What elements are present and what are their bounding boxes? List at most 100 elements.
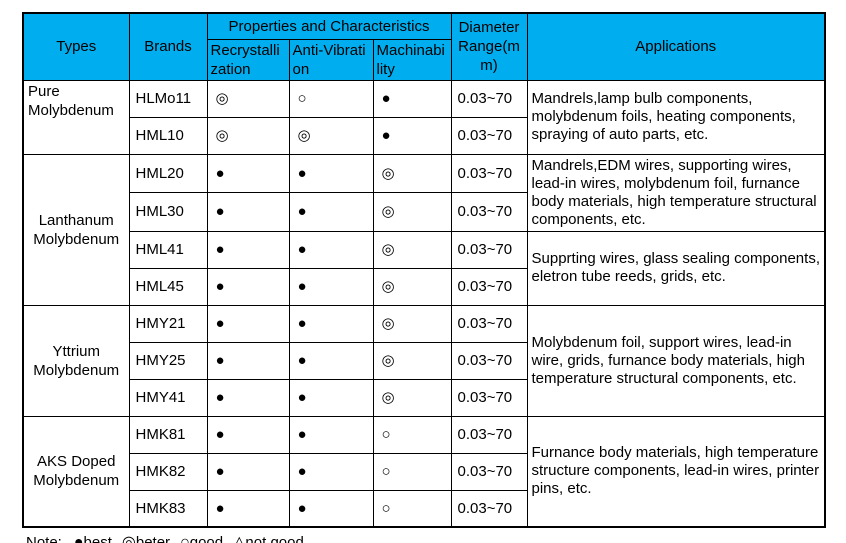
recrystallization-rating: ● [206,230,290,269]
diameter-cell: 0.03~70 [450,79,528,118]
anti-vibration-rating: ● [288,267,374,306]
recrystallization-rating: ● [206,415,290,454]
table-row: HML41 ● ● ◎ 0.03~70 Supprting wires, gla… [23,230,826,306]
anti-vibration-rating: ● [288,489,374,528]
type-group-cell: AKS Doped Molybdenum [22,415,130,528]
col-header-applications: Applications [526,12,826,81]
brand-cell: HMK83 [128,489,208,528]
table-row: HMY25 ● ● ◎ 0.03~70 [23,341,825,380]
col-header-recrystallization: Recrystallization [206,38,290,81]
col-header-diameter-range: Diameter Range(mm) [450,12,528,81]
machinability-rating: ◎ [372,153,452,193]
table-row: Lanthanum Molybdenum HML20 ● ● ◎ 0.03~70… [22,153,826,306]
type-group-cell: Lanthanum Molybdenum [22,153,130,306]
diameter-cell: 0.03~70 [450,489,528,528]
brand-cell: HLMo11 [128,79,208,118]
type-group-cell: Yttrium Molybdenum [22,304,130,417]
anti-vibration-rating: ● [288,304,374,343]
machinability-rating: ● [372,79,452,118]
diameter-cell: 0.03~70 [450,153,528,193]
machinability-rating: ◎ [372,341,452,380]
brand-cell: HML41 [128,230,208,269]
applications-cell: Mandrels,lamp bulb components, molybdenu… [526,79,826,155]
legend-item-label: good [189,534,224,543]
anti-vibration-rating: ● [288,452,374,491]
diameter-cell: 0.03~70 [450,267,528,306]
diameter-cell: 0.03~70 [450,378,528,417]
anti-vibration-rating: ● [288,415,374,454]
brand-cell: HML30 [128,192,208,232]
table-row: HMK83 ● ● ○ 0.03~70 [23,489,825,528]
applications-cell: Mandrels,EDM wires, supporting wires, le… [526,153,826,232]
legend-item-best: ●best [74,534,112,543]
machinability-rating: ○ [372,415,452,454]
applications-cell: Molybdenum foil, support wires, lead-in … [526,304,826,417]
col-header-brands: Brands [128,12,208,81]
diameter-cell: 0.03~70 [450,341,528,380]
brand-cell: HMY21 [128,304,208,343]
diameter-cell: 0.03~70 [450,116,528,155]
molybdenum-products-table: Types Brands Properties and Characterist… [22,12,826,528]
brand-cell: HMK82 [128,452,208,491]
table-row: HML10 ◎ ◎ ● 0.03~70 [23,116,825,155]
bullseye-circle-icon: ◎ [121,534,136,543]
diameter-cell: 0.03~70 [450,304,528,343]
legend-item-beter: ◎beter [122,534,170,543]
recrystallization-rating: ● [206,153,290,193]
legend-item-label: beter [135,534,171,543]
recrystallization-rating: ◎ [206,79,290,118]
machinability-rating: ◎ [372,304,452,343]
recrystallization-rating: ● [206,452,290,491]
anti-vibration-rating: ● [288,230,374,269]
open-circle-icon: ○ [180,534,190,543]
filled-circle-icon: ● [73,534,84,543]
diameter-cell: 0.03~70 [450,230,528,269]
machinability-rating: ○ [372,452,452,491]
legend-note: Note: ●best ◎beter ○good △not good [26,532,846,543]
col-header-types: Types [22,12,130,81]
recrystallization-rating: ● [206,489,290,528]
col-header-properties-group: Properties and Characteristics [206,12,452,40]
header-row-2: Recrystallization Anti-Vibration Machina… [23,38,825,81]
diameter-cell: 0.03~70 [450,192,528,232]
machinability-rating: ○ [372,489,452,528]
recrystallization-rating: ◎ [206,116,290,155]
machinability-rating: ◎ [372,378,452,417]
anti-vibration-rating: ○ [288,79,374,118]
anti-vibration-rating: ● [288,341,374,380]
table-row: AKS Doped Molybdenum HMK81 ● ● ○ 0.03~70… [22,415,826,528]
brand-cell: HML20 [128,153,208,193]
anti-vibration-rating: ● [288,192,374,232]
anti-vibration-rating: ● [288,378,374,417]
machinability-rating: ◎ [372,267,452,306]
legend-item-label: best [83,534,112,543]
legend-note-prefix: Note: [26,534,62,543]
header-row-1: Types Brands Properties and Characterist… [22,12,826,81]
recrystallization-rating: ● [206,192,290,232]
open-triangle-icon: △ [233,534,246,543]
diameter-cell: 0.03~70 [450,415,528,454]
table-row: HML30 ● ● ◎ 0.03~70 [23,192,825,232]
diameter-cell: 0.03~70 [450,452,528,491]
table-row: Yttrium Molybdenum HMY21 ● ● ◎ 0.03~70 M… [22,304,826,417]
machinability-rating: ◎ [372,230,452,269]
applications-cell: Furnance body materials, high temperatur… [526,415,826,528]
legend-item-not-good: △not good [233,534,304,543]
table-row: Pure Molybdenum HLMo11 ◎ ○ ● 0.03~70 Man… [22,79,826,155]
anti-vibration-rating: ● [288,153,374,193]
brand-cell: HMY41 [128,378,208,417]
legend-item-good: ○good [180,534,223,543]
col-header-machinability: Machinability [372,38,452,81]
machinability-rating: ● [372,116,452,155]
legend-item-label: not good [245,534,304,543]
type-group-cell: Pure Molybdenum [22,79,130,155]
recrystallization-rating: ● [206,304,290,343]
anti-vibration-rating: ◎ [288,116,374,155]
brand-cell: HMY25 [128,341,208,380]
machinability-rating: ◎ [372,192,452,232]
brand-cell: HML45 [128,267,208,306]
recrystallization-rating: ● [206,341,290,380]
brand-cell: HML10 [128,116,208,155]
brand-cell: HMK81 [128,415,208,454]
col-header-anti-vibration: Anti-Vibration [288,38,374,81]
